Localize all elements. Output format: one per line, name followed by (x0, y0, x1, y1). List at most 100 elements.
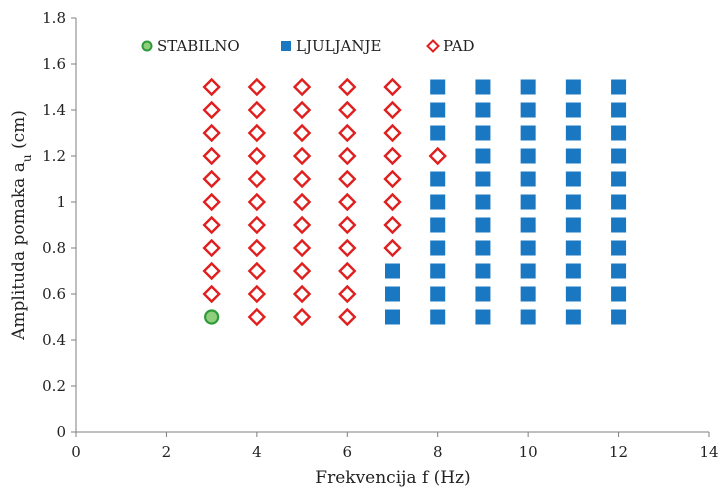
data-point-pad (292, 169, 312, 189)
legend-marker-pad (426, 39, 440, 53)
y-tick-label: 0.6 (42, 285, 66, 303)
points-layer (202, 77, 627, 327)
data-point-ljuljanje (475, 102, 491, 118)
x-tick-label: 4 (252, 443, 262, 461)
data-point-ljuljanje (611, 309, 627, 325)
data-point-pad (292, 192, 312, 212)
y-tick-label: 1.8 (42, 9, 66, 27)
data-point-pad (247, 238, 267, 258)
x-tick-label: 14 (699, 443, 718, 461)
y-axis-label-main: Amplituda pomaka a (9, 162, 29, 341)
data-point-ljuljanje (520, 240, 536, 256)
data-point-pad (202, 123, 221, 143)
data-point-pad (247, 146, 267, 166)
data-point-pad (247, 192, 267, 212)
data-point-ljuljanje (565, 171, 581, 187)
data-point-ljuljanje (565, 194, 581, 210)
legend-item-stabilno: STABILNO (141, 37, 240, 55)
data-point-ljuljanje (385, 309, 400, 325)
data-point-pad (338, 238, 357, 258)
y-tick-label: 0.4 (42, 331, 66, 349)
y-tick-label: 1.6 (42, 55, 66, 73)
data-point-ljuljanje (475, 148, 491, 164)
x-tick-label: 12 (609, 443, 628, 461)
data-point-ljuljanje (475, 79, 491, 95)
data-point-pad (247, 215, 267, 235)
data-point-pad (292, 77, 312, 97)
y-tick-label: 1 (56, 193, 66, 211)
data-point-ljuljanje (430, 102, 446, 118)
data-point-pad (292, 307, 312, 327)
data-point-ljuljanje (565, 240, 581, 256)
data-point-ljuljanje (565, 309, 581, 325)
y-axis-label-subscript: u (20, 154, 34, 162)
data-point-pad (202, 169, 221, 189)
x-tick-label: 8 (433, 443, 443, 461)
data-point-ljuljanje (611, 79, 627, 95)
data-point-ljuljanje (611, 263, 627, 279)
y-tick-label: 1.2 (42, 147, 66, 165)
data-point-ljuljanje (611, 217, 627, 233)
x-tick-label: 10 (519, 443, 538, 461)
data-point-ljuljanje (520, 79, 536, 95)
ticks-layer: 0 2 4 6 8 10 12 14 0 0.2 0.4 0.6 0.8 1 1.2 1.4 1.6 1.8 (42, 9, 718, 461)
data-point-ljuljanje (565, 286, 581, 302)
data-point-ljuljanje (611, 125, 627, 141)
data-point-pad (383, 77, 402, 97)
data-point-ljuljanje (565, 79, 581, 95)
data-point-ljuljanje (611, 194, 627, 210)
data-point-pad (383, 238, 402, 258)
data-point-ljuljanje (520, 125, 536, 141)
data-point-pad (247, 77, 267, 97)
series-stabilno (204, 309, 220, 325)
y-tick-label: 0.8 (42, 239, 66, 257)
y-tick-label: 0 (56, 423, 66, 441)
y-axis-label: Amplituda pomaka au (cm) (9, 110, 34, 341)
data-point-pad (338, 169, 357, 189)
data-point-ljuljanje (430, 125, 446, 141)
data-point-ljuljanje (430, 217, 446, 233)
data-point-ljuljanje (520, 194, 536, 210)
data-point-ljuljanje (475, 263, 491, 279)
data-point-pad (292, 238, 312, 258)
data-point-pad (338, 261, 357, 281)
data-point-ljuljanje (385, 263, 400, 279)
data-point-ljuljanje (565, 263, 581, 279)
series-ljuljanje (385, 79, 627, 325)
data-point-pad (292, 261, 312, 281)
legend-marker-ljuljanje (281, 41, 291, 51)
data-point-pad (338, 77, 357, 97)
data-point-pad (338, 146, 357, 166)
data-point-ljuljanje (475, 286, 491, 302)
data-point-ljuljanje (430, 79, 446, 95)
data-point-pad (202, 146, 221, 166)
data-point-ljuljanje (520, 286, 536, 302)
data-point-pad (383, 146, 402, 166)
data-point-ljuljanje (430, 309, 446, 325)
data-point-pad (202, 238, 221, 258)
data-point-ljuljanje (611, 240, 627, 256)
data-point-ljuljanje (520, 171, 536, 187)
data-point-ljuljanje (520, 309, 536, 325)
data-point-ljuljanje (611, 286, 627, 302)
data-point-ljuljanje (430, 263, 446, 279)
data-point-pad (338, 215, 357, 235)
data-point-pad (338, 192, 357, 212)
data-point-ljuljanje (475, 240, 491, 256)
data-point-ljuljanje (565, 148, 581, 164)
series-pad (202, 77, 447, 327)
data-point-ljuljanje (565, 217, 581, 233)
data-point-ljuljanje (520, 102, 536, 118)
y-tick-label: 0.2 (42, 377, 66, 395)
y-tick-label: 1.4 (42, 101, 66, 119)
data-point-pad (338, 123, 357, 143)
data-point-ljuljanje (611, 148, 627, 164)
data-point-ljuljanje (430, 240, 446, 256)
data-point-ljuljanje (520, 217, 536, 233)
data-point-ljuljanje (385, 286, 400, 302)
data-point-pad (202, 77, 221, 97)
x-tick-label: 6 (343, 443, 353, 461)
data-point-pad (338, 100, 357, 120)
data-point-pad (247, 169, 267, 189)
